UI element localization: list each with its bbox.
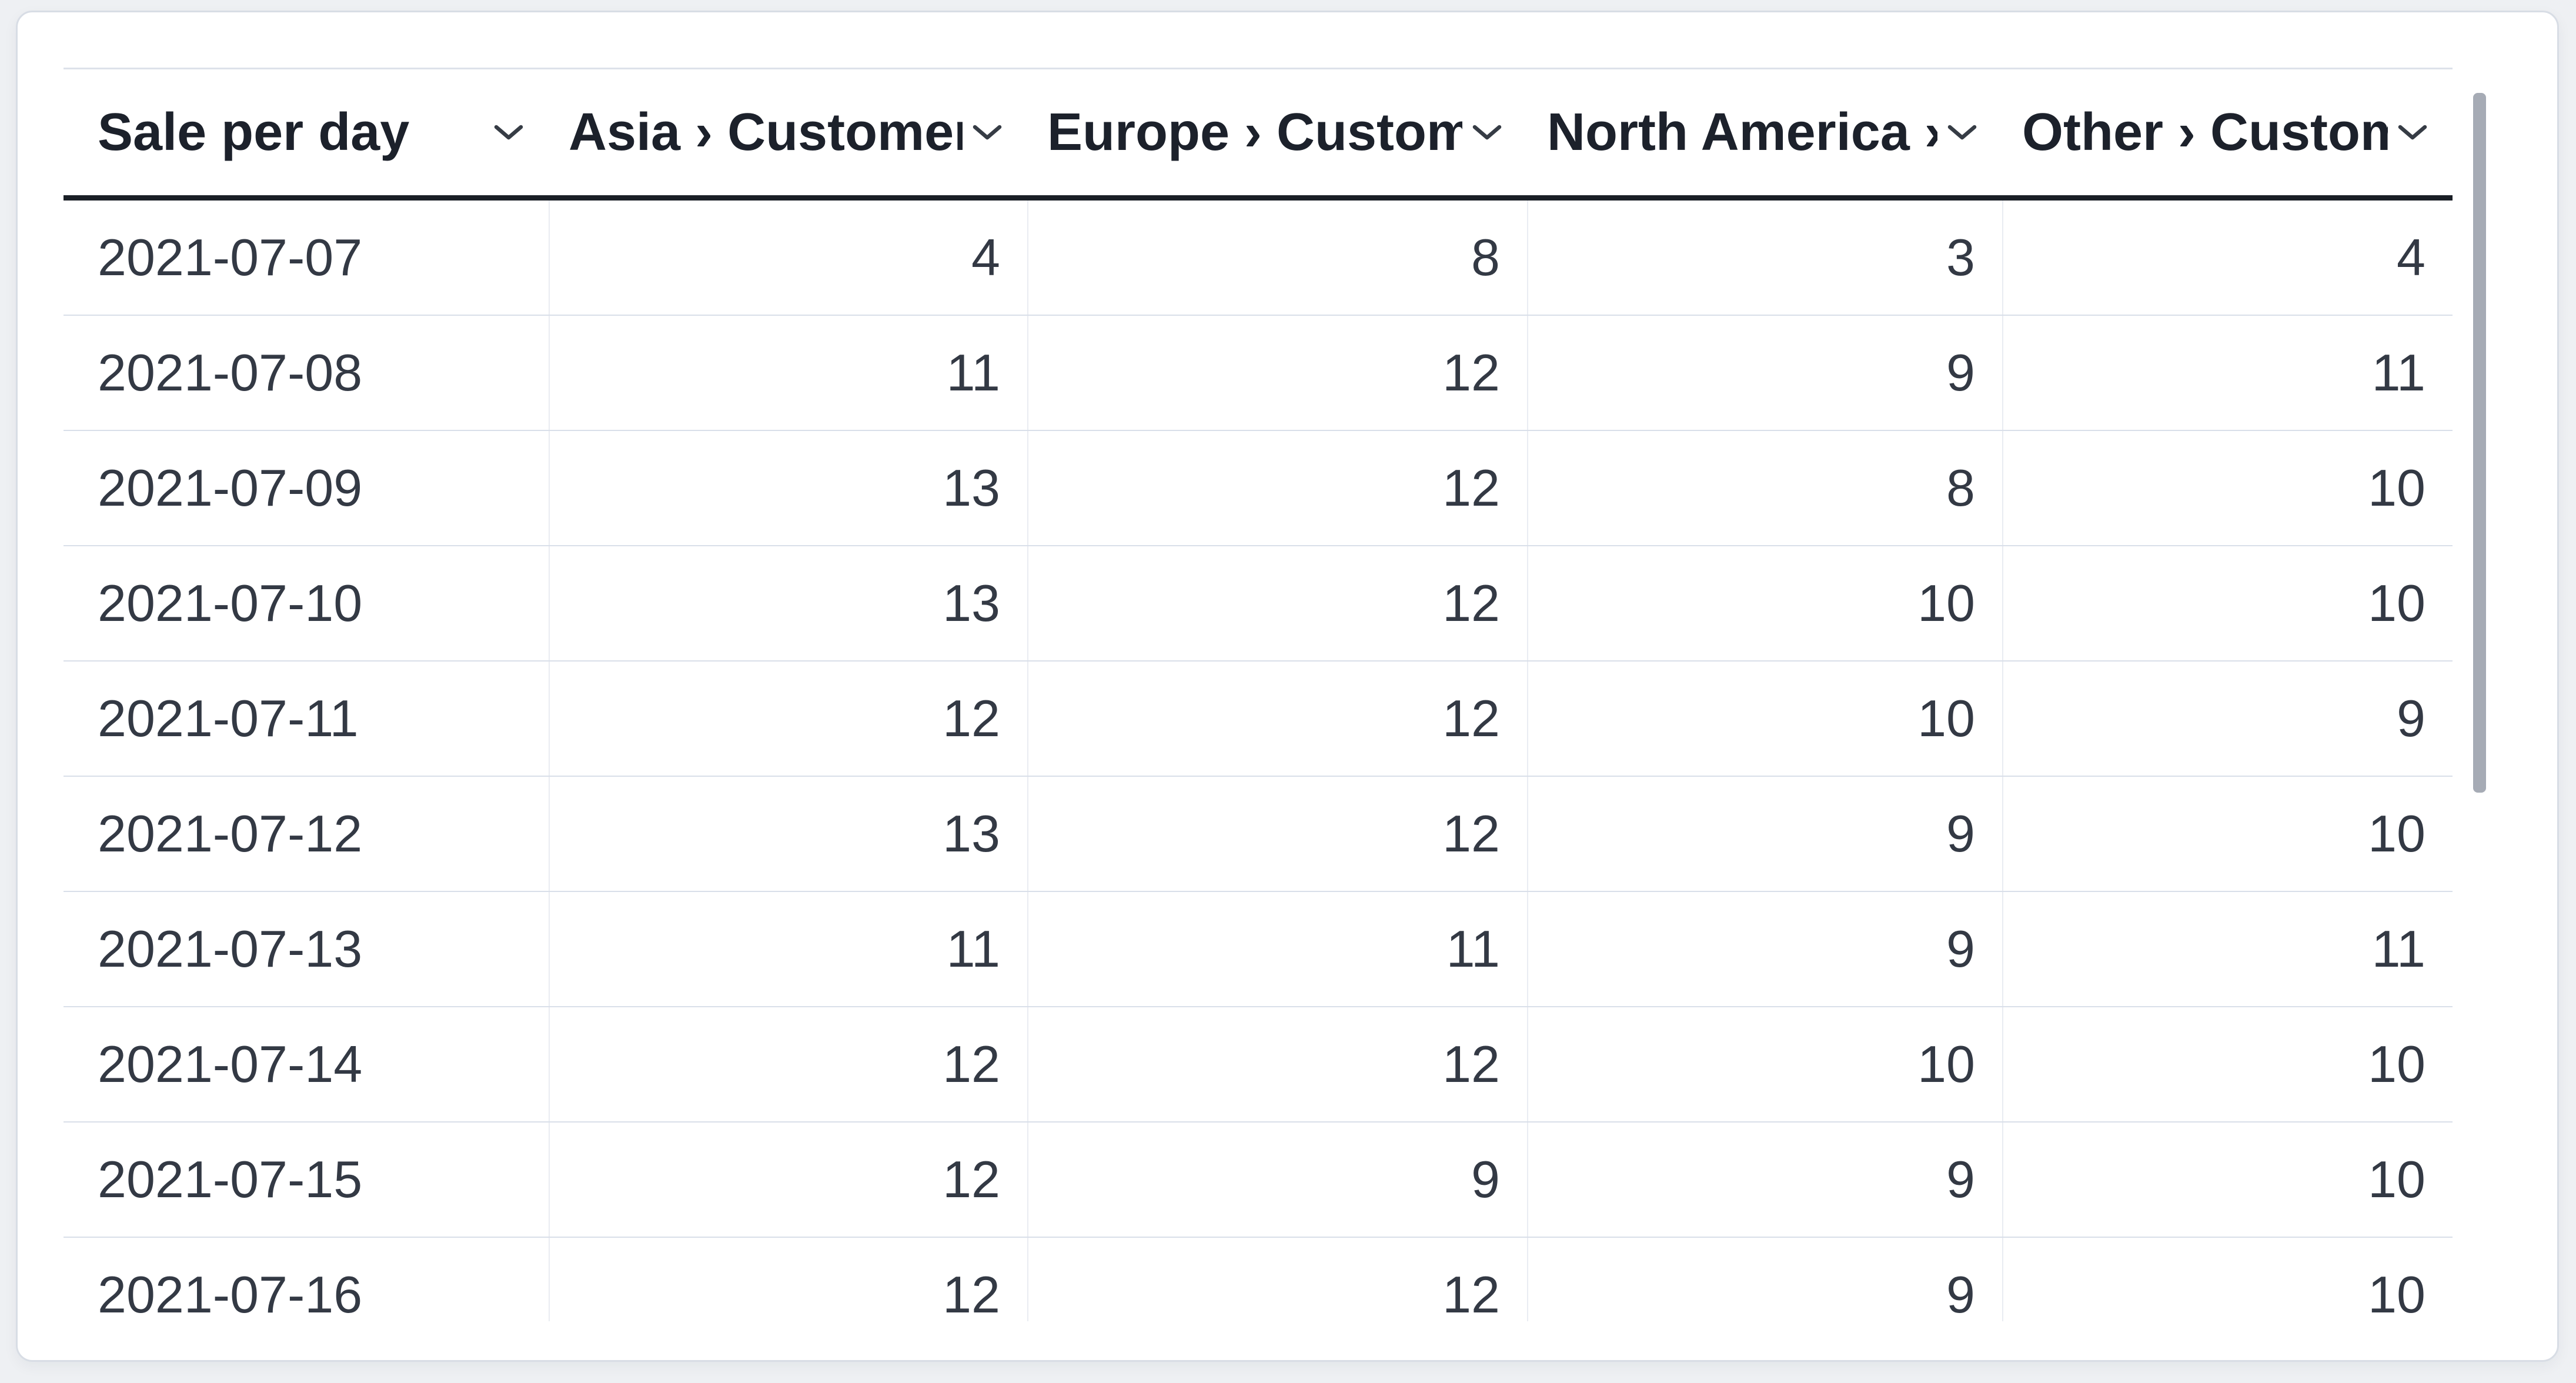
table-cell-value[interactable]: 10 — [2002, 546, 2453, 660]
chevron-down-icon[interactable] — [493, 123, 524, 141]
table-cell-date[interactable]: 2021-07-14 — [98, 1035, 363, 1093]
table-cell-value[interactable]: 10 — [2002, 1238, 2453, 1321]
table-cell-value[interactable]: 11 — [1027, 892, 1527, 1006]
column-header-label: Sale per day — [98, 102, 410, 162]
table-cell-value[interactable]: 9 — [1527, 777, 2002, 891]
table-cell-value[interactable]: 4 — [549, 201, 1027, 315]
table-row: 2021-07-10 13 12 10 10 — [64, 546, 2453, 662]
table-cell-value[interactable]: 9 — [1027, 1123, 1527, 1237]
table-cell-value[interactable]: 8 — [1027, 201, 1527, 315]
table-cell-value[interactable]: 13 — [549, 431, 1027, 545]
column-header-label: Asia › Customers — [569, 102, 963, 162]
column-header-other_customers[interactable]: Other › Customers — [2002, 69, 2453, 195]
table-cell-date[interactable]: 2021-07-09 — [98, 459, 363, 517]
column-header-label: North America › Customers — [1547, 102, 1937, 162]
table-cell-value[interactable]: 12 — [1027, 777, 1527, 891]
table-cell-value[interactable]: 13 — [549, 546, 1027, 660]
table-row: 2021-07-14 12 12 10 10 — [64, 1007, 2453, 1123]
table-cell-date[interactable]: 2021-07-08 — [98, 343, 363, 402]
table-cell-value[interactable]: 12 — [1027, 1238, 1527, 1321]
table-cell-value[interactable]: 11 — [549, 892, 1027, 1006]
table-cell-value[interactable]: 9 — [1527, 1123, 2002, 1237]
column-header-label: Europe › Customers — [1047, 102, 1462, 162]
table-cell-value[interactable]: 12 — [1027, 662, 1527, 776]
vertical-scrollbar-thumb[interactable] — [2473, 93, 2486, 793]
table-row: 2021-07-07 4 8 3 4 — [64, 201, 2453, 316]
table-row: 2021-07-09 13 12 8 10 — [64, 431, 2453, 546]
column-header-north_america_customers[interactable]: North America › Customers — [1527, 69, 2002, 195]
column-header-sale_per_day[interactable]: Sale per day — [64, 69, 549, 195]
table-cell-date[interactable]: 2021-07-10 — [98, 574, 363, 632]
table-cell-value[interactable]: 10 — [2002, 777, 2453, 891]
table-cell-value[interactable]: 10 — [2002, 1007, 2453, 1121]
table-cell-value[interactable]: 4 — [2002, 201, 2453, 315]
table-cell-value[interactable]: 10 — [1527, 1007, 2002, 1121]
table-cell-value[interactable]: 8 — [1527, 431, 2002, 545]
table-cell-value[interactable]: 11 — [549, 316, 1027, 430]
table-cell-value[interactable]: 12 — [1027, 546, 1527, 660]
table-row: 2021-07-12 13 12 9 10 — [64, 777, 2453, 892]
column-header-asia_customers[interactable]: Asia › Customers — [549, 69, 1027, 195]
table-body: 2021-07-07 4 8 3 4 2021-07-08 11 12 9 11 2021-07-0… — [64, 201, 2453, 1321]
result-table-card: Sale per day Asia › Customers Europe › Cus… — [16, 11, 2559, 1362]
table-cell-value[interactable]: 12 — [1027, 1007, 1527, 1121]
table-cell-value[interactable]: 10 — [1527, 662, 2002, 776]
table-row: 2021-07-16 12 12 9 10 — [64, 1238, 2453, 1321]
table-cell-value[interactable]: 11 — [2002, 316, 2453, 430]
table-cell-value[interactable]: 10 — [2002, 1123, 2453, 1237]
table-cell-value[interactable]: 13 — [549, 777, 1027, 891]
table-cell-date[interactable]: 2021-07-07 — [98, 228, 363, 286]
table-cell-value[interactable]: 12 — [549, 1007, 1027, 1121]
table-row: 2021-07-11 12 12 10 9 — [64, 662, 2453, 777]
table-cell-value[interactable]: 9 — [2002, 662, 2453, 776]
table-cell-date[interactable]: 2021-07-13 — [98, 920, 363, 978]
table-cell-value[interactable]: 9 — [1527, 892, 2002, 1006]
table-row: 2021-07-13 11 11 9 11 — [64, 892, 2453, 1007]
chevron-down-icon[interactable] — [1472, 123, 1502, 141]
table-cell-value[interactable]: 11 — [2002, 892, 2453, 1006]
table-cell-value[interactable]: 12 — [549, 1238, 1027, 1321]
table-cell-value[interactable]: 10 — [2002, 431, 2453, 545]
chevron-down-icon[interactable] — [2397, 123, 2428, 141]
table-cell-value[interactable]: 12 — [549, 1123, 1027, 1237]
table-viewport: Sale per day Asia › Customers Europe › Cus… — [64, 68, 2453, 1321]
table-header-row: Sale per day Asia › Customers Europe › Cus… — [64, 68, 2453, 201]
table-cell-value[interactable]: 10 — [1527, 546, 2002, 660]
table-cell-value[interactable]: 9 — [1527, 316, 2002, 430]
table-cell-value[interactable]: 12 — [1027, 316, 1527, 430]
column-header-label: Other › Customers — [2022, 102, 2388, 162]
table-cell-date[interactable]: 2021-07-11 — [98, 689, 359, 747]
chevron-down-icon[interactable] — [1947, 123, 1977, 141]
table-cell-value[interactable]: 12 — [549, 662, 1027, 776]
table-cell-value[interactable]: 12 — [1027, 431, 1527, 545]
table-cell-date[interactable]: 2021-07-12 — [98, 804, 363, 863]
table-cell-value[interactable]: 3 — [1527, 201, 2002, 315]
column-header-europe_customers[interactable]: Europe › Customers — [1027, 69, 1527, 195]
table-cell-date[interactable]: 2021-07-15 — [98, 1150, 363, 1208]
table-cell-value[interactable]: 9 — [1527, 1238, 2002, 1321]
chevron-down-icon[interactable] — [972, 123, 1003, 141]
table-row: 2021-07-08 11 12 9 11 — [64, 316, 2453, 431]
table-cell-date[interactable]: 2021-07-16 — [98, 1265, 363, 1321]
table-row: 2021-07-15 12 9 9 10 — [64, 1123, 2453, 1238]
